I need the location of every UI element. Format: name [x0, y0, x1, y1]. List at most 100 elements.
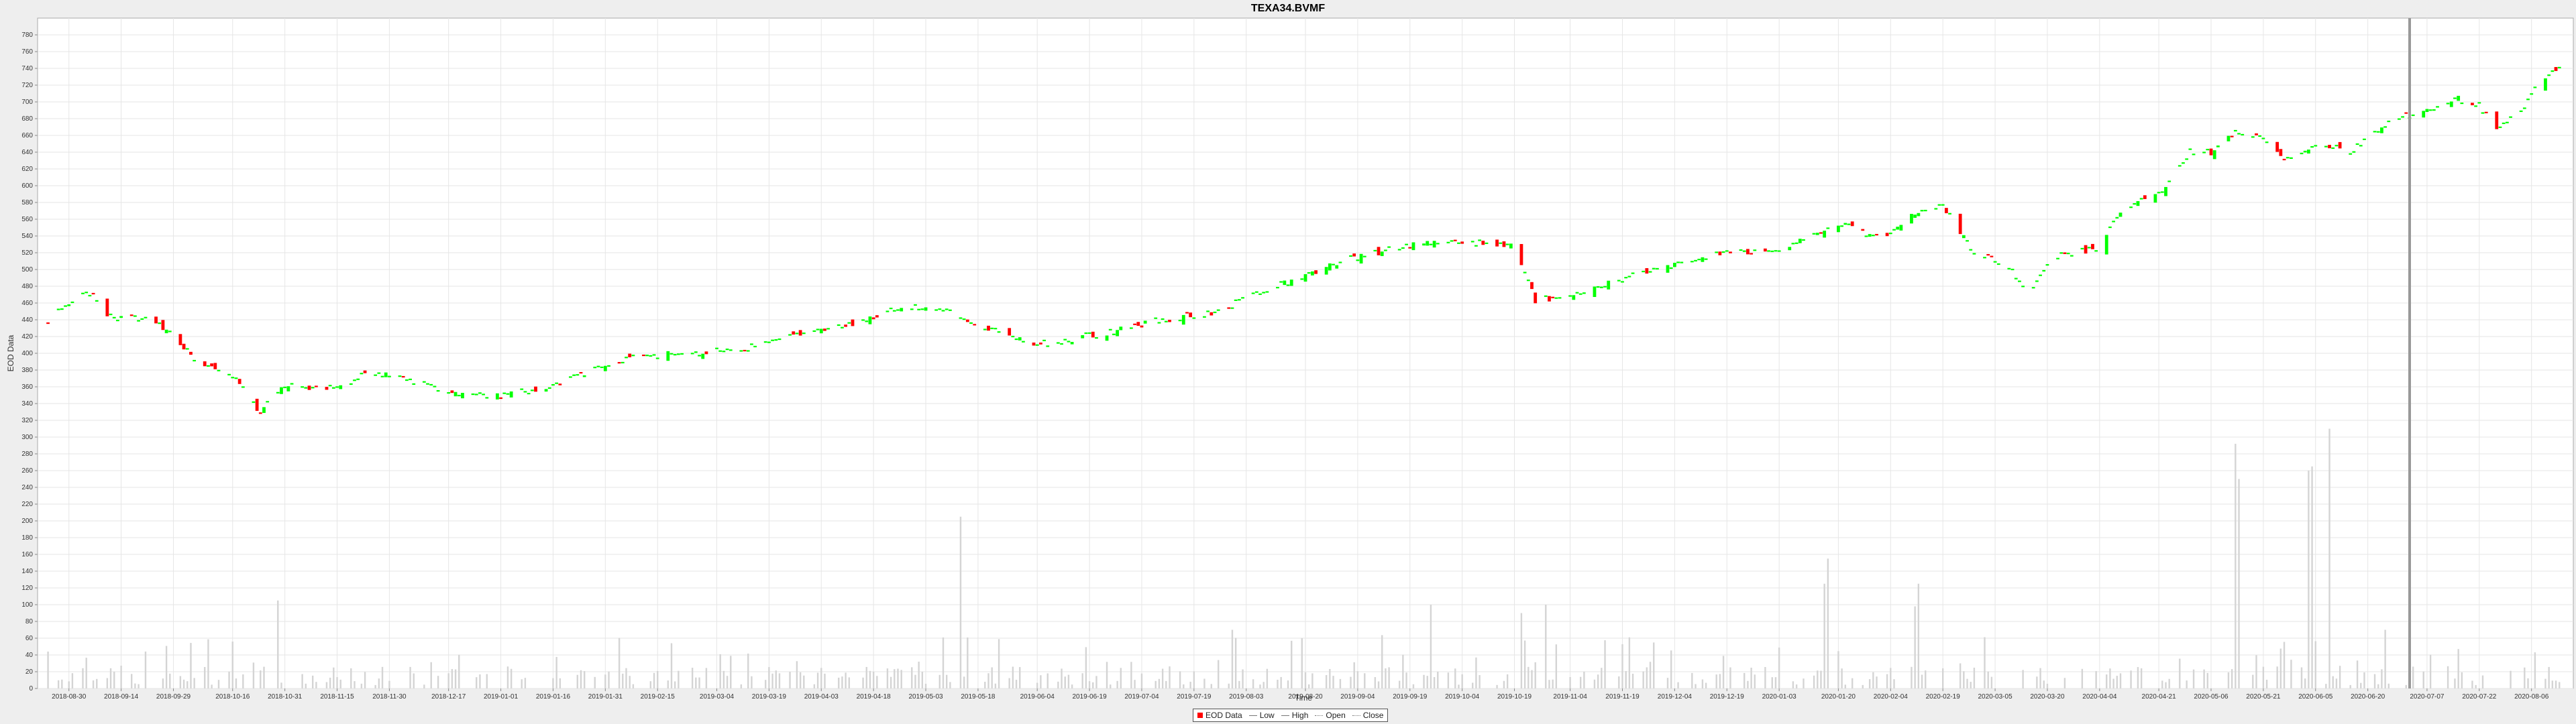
- candle: [1656, 267, 1659, 270]
- candle: [2157, 192, 2161, 194]
- candle: [286, 386, 290, 391]
- volume-bar: [1210, 684, 1213, 688]
- volume-bar: [1433, 677, 1436, 688]
- volume-bar: [629, 676, 631, 688]
- volume-bar: [1803, 678, 1805, 688]
- volume-bar: [618, 638, 621, 688]
- candle: [1185, 312, 1189, 314]
- volume-bar: [1061, 668, 1063, 688]
- volume-bar: [845, 672, 847, 688]
- volume-bar: [138, 684, 140, 688]
- volume-bar: [594, 676, 596, 688]
- candle: [1568, 295, 1572, 297]
- candle: [2216, 145, 2220, 147]
- volume-bar: [768, 667, 770, 688]
- candle: [2282, 158, 2286, 161]
- volume-bar: [1722, 656, 1725, 688]
- candle: [1324, 267, 1328, 275]
- candle: [1986, 253, 1990, 256]
- volume-bar: [2140, 668, 2143, 688]
- legend-swatch-low: [1248, 715, 1257, 716]
- candle: [1582, 292, 1586, 294]
- candle: [388, 375, 391, 377]
- candle: [2108, 226, 2112, 229]
- candle: [694, 351, 698, 353]
- candle: [2380, 127, 2383, 133]
- candle: [2206, 149, 2210, 151]
- candle: [2334, 145, 2339, 147]
- volume-bar: [2265, 679, 2268, 688]
- volume-bar: [1851, 678, 1854, 688]
- volume-bar: [559, 678, 561, 688]
- candle: [885, 310, 890, 312]
- volume-bar: [1911, 666, 1913, 688]
- candle: [1216, 309, 1220, 311]
- x-tick-label: 2020-08-06: [2514, 693, 2549, 701]
- volume-bar: [1719, 674, 1721, 688]
- candle: [1377, 247, 1381, 255]
- candle: [1578, 293, 1582, 295]
- y-tick-label: 300: [21, 434, 33, 441]
- candle: [1203, 316, 1206, 318]
- candle: [1230, 307, 1234, 309]
- volume-bar: [1036, 682, 1038, 688]
- volume-bar: [423, 684, 425, 688]
- candle: [1739, 249, 1743, 251]
- volume-bar: [942, 637, 945, 688]
- legend-label-open: Open: [1326, 711, 1346, 720]
- volume-bar: [1569, 677, 1571, 688]
- volume-bar: [2039, 668, 2041, 688]
- candle: [2411, 114, 2415, 117]
- candle: [690, 353, 694, 355]
- volume-bar: [2311, 466, 2313, 688]
- candle: [1436, 243, 1440, 245]
- volume-bar: [775, 670, 777, 688]
- candle: [718, 350, 722, 352]
- volume-bar: [2043, 680, 2045, 688]
- volume-bar: [1841, 668, 1843, 688]
- candle: [1802, 239, 1805, 241]
- volume-bar: [1120, 668, 1122, 688]
- volume-bar: [260, 670, 262, 688]
- candle: [380, 375, 384, 377]
- candle: [631, 355, 635, 357]
- candle: [1840, 225, 1844, 227]
- legend-label-eod: EOD Data: [1205, 711, 1242, 720]
- candle: [1791, 243, 1795, 245]
- candle: [1648, 271, 1652, 273]
- candle: [1227, 307, 1231, 309]
- candle: [826, 328, 830, 330]
- candle: [2522, 107, 2526, 109]
- candle: [1554, 297, 1558, 299]
- volume-bar: [2235, 444, 2237, 688]
- candle: [1303, 274, 1307, 282]
- candle: [938, 308, 942, 310]
- candle: [1008, 328, 1012, 336]
- x-tick-label: 2020-05-06: [2194, 693, 2229, 701]
- candle: [823, 328, 826, 331]
- candle: [802, 333, 806, 335]
- volume-bar: [1523, 640, 1526, 688]
- candle: [1530, 282, 1534, 290]
- candle: [2258, 135, 2262, 137]
- x-tick-label: 2020-07-22: [2462, 693, 2497, 701]
- volume-bar: [120, 666, 122, 688]
- volume-bar: [1071, 684, 1073, 688]
- volume-bar: [938, 674, 941, 688]
- candle: [871, 317, 875, 320]
- candle: [2324, 145, 2328, 147]
- candle: [1478, 239, 1482, 241]
- candle: [1460, 241, 1464, 244]
- volume-bar: [1228, 683, 1230, 688]
- y-tick-label: 380: [21, 367, 33, 374]
- candle: [1888, 233, 1892, 235]
- candle: [1081, 335, 1085, 339]
- candle: [185, 348, 189, 350]
- volume-bar: [1266, 668, 1269, 688]
- x-tick-label: 2019-07-04: [1124, 693, 1159, 701]
- candle: [2383, 126, 2387, 128]
- volume-bar: [325, 682, 328, 688]
- volume-bar: [1604, 640, 1606, 688]
- volume-bar: [1548, 680, 1550, 688]
- candle: [1704, 258, 1708, 260]
